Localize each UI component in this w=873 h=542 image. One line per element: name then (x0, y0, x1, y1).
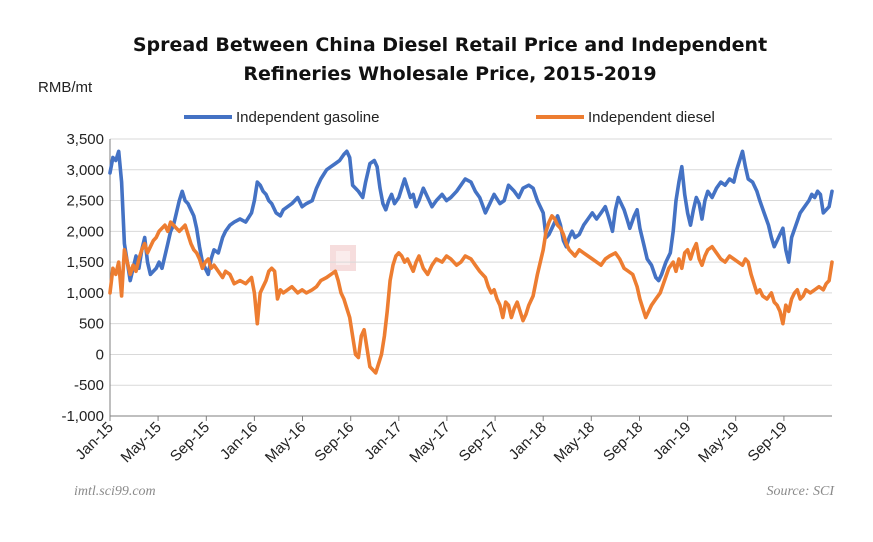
y-tick-label: 1,000 (66, 285, 104, 302)
x-tick-label: Sep-15 (167, 419, 213, 465)
x-tick-label: May-19 (695, 419, 742, 466)
chart-title-line-2: Refineries Wholesale Price, 2015-2019 (243, 63, 656, 85)
series-line-gasoline (108, 149, 834, 283)
legend: Independent gasoline Independent diesel (184, 109, 715, 126)
legend-label-gasoline: Independent gasoline (236, 109, 379, 126)
series-line-diesel (108, 214, 834, 375)
y-tick-label: 2,000 (66, 223, 104, 240)
y-tick-label: 0 (96, 346, 104, 363)
chart-title-line-1: Spread Between China Diesel Retail Price… (133, 34, 767, 56)
x-tick-label: Jan-19 (650, 419, 694, 463)
x-tick-label: Jan-18 (506, 419, 550, 463)
watermark-logo (330, 245, 356, 271)
x-tick-label: Jan-16 (217, 419, 261, 463)
x-tick-label: Sep-19 (745, 419, 791, 465)
x-tick-label: Sep-18 (600, 419, 646, 465)
y-unit-label: RMB/mt (38, 79, 93, 96)
series (108, 149, 834, 375)
x-tick-label: May-16 (262, 419, 309, 466)
x-tick-label: May-18 (551, 419, 598, 466)
y-tick-label: 1,500 (66, 254, 104, 271)
axes: -1,000 -500 0 500 1,000 1,500 2,000 2,500 3,000 3… (61, 131, 832, 466)
watermark-logo-inner (336, 251, 350, 265)
x-tick-label: Jan-15 (72, 419, 116, 463)
footer-source: Source: SCI (766, 484, 835, 499)
x-tick-label: Sep-17 (456, 419, 502, 465)
x-tick-label: Sep-16 (311, 419, 357, 465)
watermark (330, 245, 356, 271)
y-tick-label: -1,000 (61, 408, 104, 425)
y-tick-label: -500 (74, 377, 104, 394)
x-tick-label: May-15 (118, 419, 165, 466)
footer-site: imtl.sci99.com (74, 484, 156, 499)
y-tick-label: 500 (79, 316, 104, 333)
legend-label-diesel: Independent diesel (588, 109, 715, 126)
y-tick-label: 3,500 (66, 131, 104, 148)
x-tick-label: Jan-17 (361, 419, 405, 463)
y-tick-label: 2,500 (66, 193, 104, 210)
y-tick-label: 3,000 (66, 162, 104, 179)
x-tick-label: May-17 (406, 419, 453, 466)
